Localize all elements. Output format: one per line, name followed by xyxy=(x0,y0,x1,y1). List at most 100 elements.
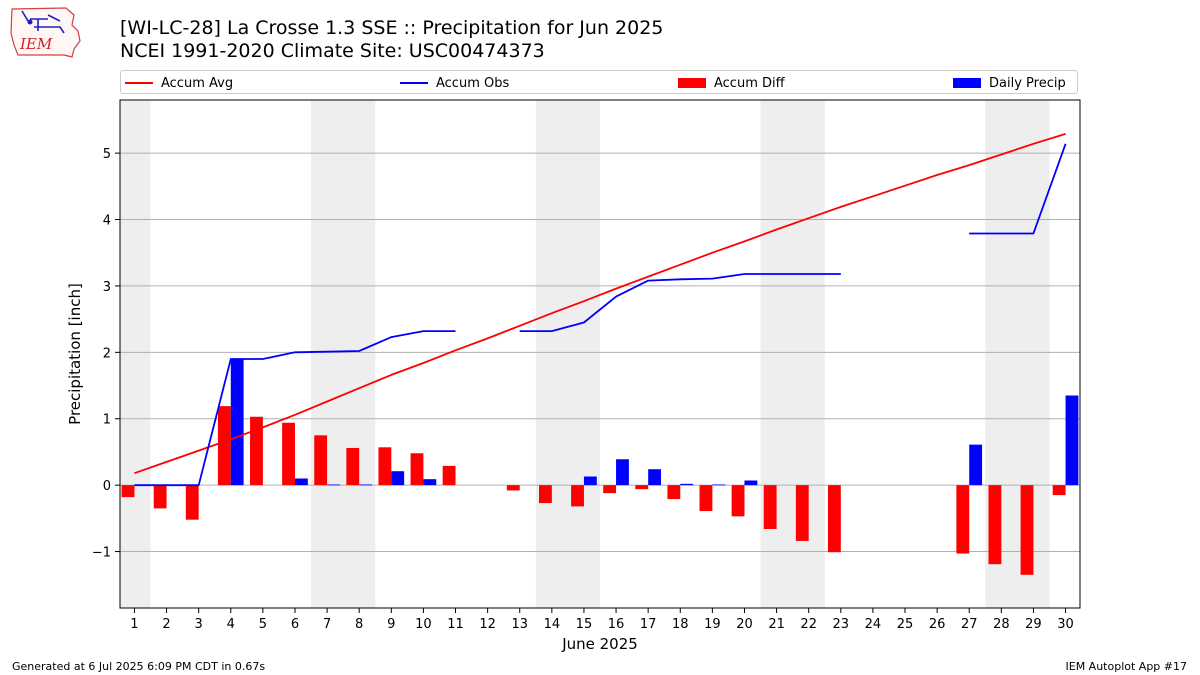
x-tick-label: 23 xyxy=(833,617,850,632)
daily-precip-bar xyxy=(391,471,405,486)
accum-obs-line xyxy=(134,330,456,487)
x-tick-label: 25 xyxy=(897,617,914,632)
accum-diff-bar xyxy=(571,485,584,507)
accum-diff-bar xyxy=(603,485,617,494)
accum-diff-bar xyxy=(538,485,552,504)
x-tick-label: 29 xyxy=(1025,617,1042,632)
weekend-shading xyxy=(120,100,1050,608)
daily-precip-bar xyxy=(359,484,373,486)
accum-diff-bar xyxy=(827,485,841,553)
weekend-shade-3 xyxy=(760,100,825,608)
x-tick-label: 16 xyxy=(608,617,625,632)
x-tick-label: 22 xyxy=(800,617,817,632)
daily-precip-bar xyxy=(969,444,983,486)
bars xyxy=(121,358,1079,575)
x-tick-label: 9 xyxy=(387,617,395,632)
x-tick-label: 8 xyxy=(355,617,363,632)
legend-item-accum-obs: Accum Obs xyxy=(400,73,509,93)
x-tick-label: 13 xyxy=(511,617,528,632)
x-tick-label: 7 xyxy=(323,617,331,632)
legend-swatch-accum-obs xyxy=(400,82,428,84)
accum-diff-bar xyxy=(1052,485,1066,496)
x-tick-label: 19 xyxy=(704,617,721,632)
accum-diff-bar xyxy=(346,447,360,486)
chart-legend: Accum Avg Accum Obs Accum Diff Daily Pre… xyxy=(120,70,1078,94)
accum-diff-bar xyxy=(121,485,135,498)
x-tick-label: 18 xyxy=(672,617,689,632)
daily-precip-bar xyxy=(327,484,340,486)
accum-diff-bar xyxy=(795,485,809,541)
grid-lines xyxy=(120,152,1080,553)
legend-label-accum-obs: Accum Obs xyxy=(436,75,510,91)
plot-frame xyxy=(119,99,1081,609)
chart-subtitle: NCEI 1991-2020 Climate Site: USC00474373 xyxy=(120,40,545,62)
accum-diff-bar xyxy=(699,485,713,512)
accum-diff-bar xyxy=(442,465,456,486)
accum-diff-bar xyxy=(988,485,1002,565)
iem-logo: IEM xyxy=(10,7,81,58)
y-tick-label: 1 xyxy=(103,413,111,428)
footer-generated: Generated at 6 Jul 2025 6:09 PM CDT in 0… xyxy=(12,660,266,673)
x-tick-label: 4 xyxy=(227,617,235,632)
x-tick-label: 10 xyxy=(415,617,432,632)
daily-precip-bar xyxy=(616,459,629,486)
y-tick-label: 5 xyxy=(103,147,111,162)
x-tick-label: 11 xyxy=(447,617,464,632)
y-tick-label: 4 xyxy=(103,214,111,229)
x-axis-label: June 2025 xyxy=(561,635,638,653)
daily-precip-bar xyxy=(423,479,437,486)
x-tick-label: 24 xyxy=(865,617,882,632)
daily-precip-bar xyxy=(712,484,726,486)
accum-diff-bar xyxy=(635,485,649,490)
x-tick-label: 21 xyxy=(768,617,785,632)
accum-diff-bar xyxy=(250,416,263,486)
legend-swatch-daily-precip xyxy=(953,78,981,88)
weekend-shade-2 xyxy=(535,100,600,608)
accum-diff-bar xyxy=(731,485,745,517)
y-tick-label: −1 xyxy=(92,546,111,561)
daily-precip-bar xyxy=(583,476,597,486)
accum-diff-bar xyxy=(667,485,681,500)
daily-precip-bar xyxy=(230,358,244,486)
x-tick-label: 12 xyxy=(479,617,496,632)
x-tick-label: 27 xyxy=(961,617,978,632)
lines xyxy=(134,133,1067,487)
accum-obs-line xyxy=(519,273,841,333)
x-tick-label: 17 xyxy=(640,617,657,632)
accum-diff-bar xyxy=(185,485,199,520)
x-tick-label: 20 xyxy=(736,617,753,632)
accum-diff-bar xyxy=(217,406,231,486)
accum-diff-bar xyxy=(506,485,520,491)
y-axis-label: Precipitation [inch] xyxy=(66,283,84,425)
y-tick-label: 3 xyxy=(103,280,111,295)
weekend-shade-0 xyxy=(120,100,151,608)
x-tick-label: 6 xyxy=(291,617,299,632)
accum-diff-bar xyxy=(378,447,392,486)
x-tick-label: 26 xyxy=(929,617,946,632)
x-tick-label: 1 xyxy=(130,617,138,632)
daily-precip-bar xyxy=(648,469,662,486)
legend-swatch-accum-diff xyxy=(678,78,706,88)
daily-precip-bar xyxy=(1065,395,1079,486)
chart-title: [WI-LC-28] La Crosse 1.3 SSE :: Precipit… xyxy=(120,17,664,39)
accum-diff-bar xyxy=(410,453,424,486)
daily-precip-bar xyxy=(294,478,308,486)
x-tick-label: 15 xyxy=(576,617,593,632)
legend-label-accum-avg: Accum Avg xyxy=(161,75,234,91)
accum-diff-bar xyxy=(314,435,328,486)
x-tick-label: 28 xyxy=(993,617,1010,632)
legend-item-accum-diff: Accum Diff xyxy=(678,73,785,93)
footer-app: IEM Autoplot App #17 xyxy=(1065,660,1188,673)
y-tick-label: 2 xyxy=(103,346,111,361)
x-tick-label: 2 xyxy=(162,617,170,632)
accum-obs-line xyxy=(969,143,1067,235)
logo-text: IEM xyxy=(19,35,53,53)
legend-item-accum-avg: Accum Avg xyxy=(125,73,233,93)
accum-diff-bar xyxy=(956,485,970,554)
x-tick-label: 5 xyxy=(259,617,267,632)
daily-precip-bar xyxy=(744,480,758,486)
x-tick-label: 3 xyxy=(195,617,203,632)
legend-swatch-accum-avg xyxy=(125,82,153,84)
